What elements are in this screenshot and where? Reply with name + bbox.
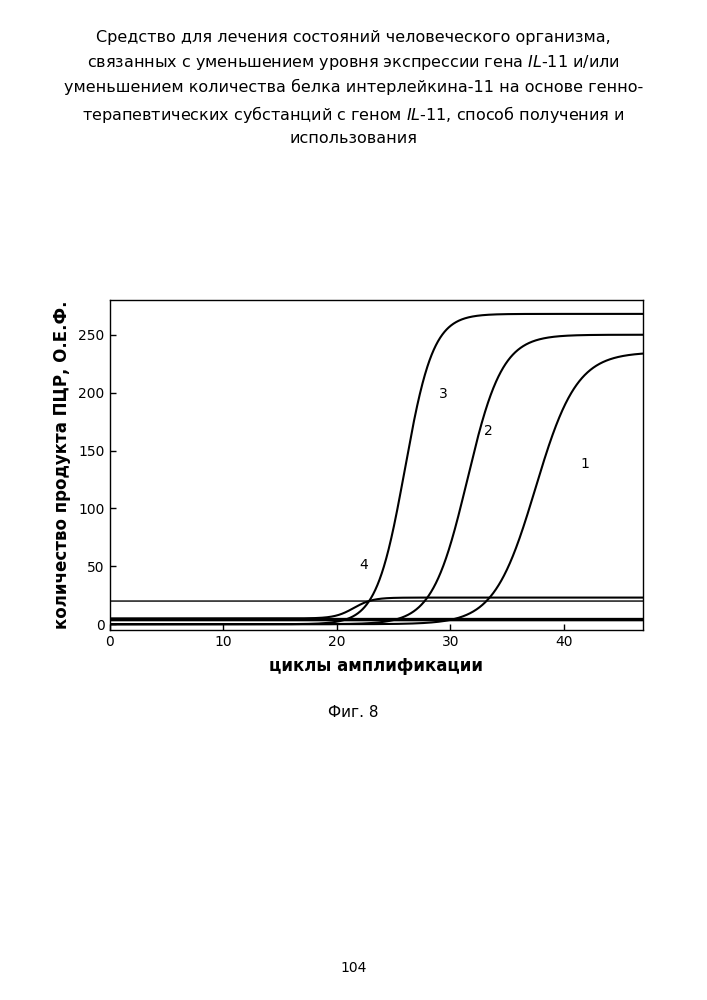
Text: 3: 3 [439,387,448,401]
Text: 4: 4 [359,558,368,572]
Text: Средство для лечения состояний человеческого организма,
связанных с уменьшением : Средство для лечения состояний человечес… [64,30,643,146]
Text: Фиг. 8: Фиг. 8 [328,705,379,720]
Y-axis label: количество продукта ПЦР, О.Е.Ф.: количество продукта ПЦР, О.Е.Ф. [54,301,71,629]
Text: 2: 2 [484,424,493,438]
Text: 1: 1 [581,457,590,471]
Text: 104: 104 [340,961,367,975]
X-axis label: циклы амплификации: циклы амплификации [269,657,484,675]
